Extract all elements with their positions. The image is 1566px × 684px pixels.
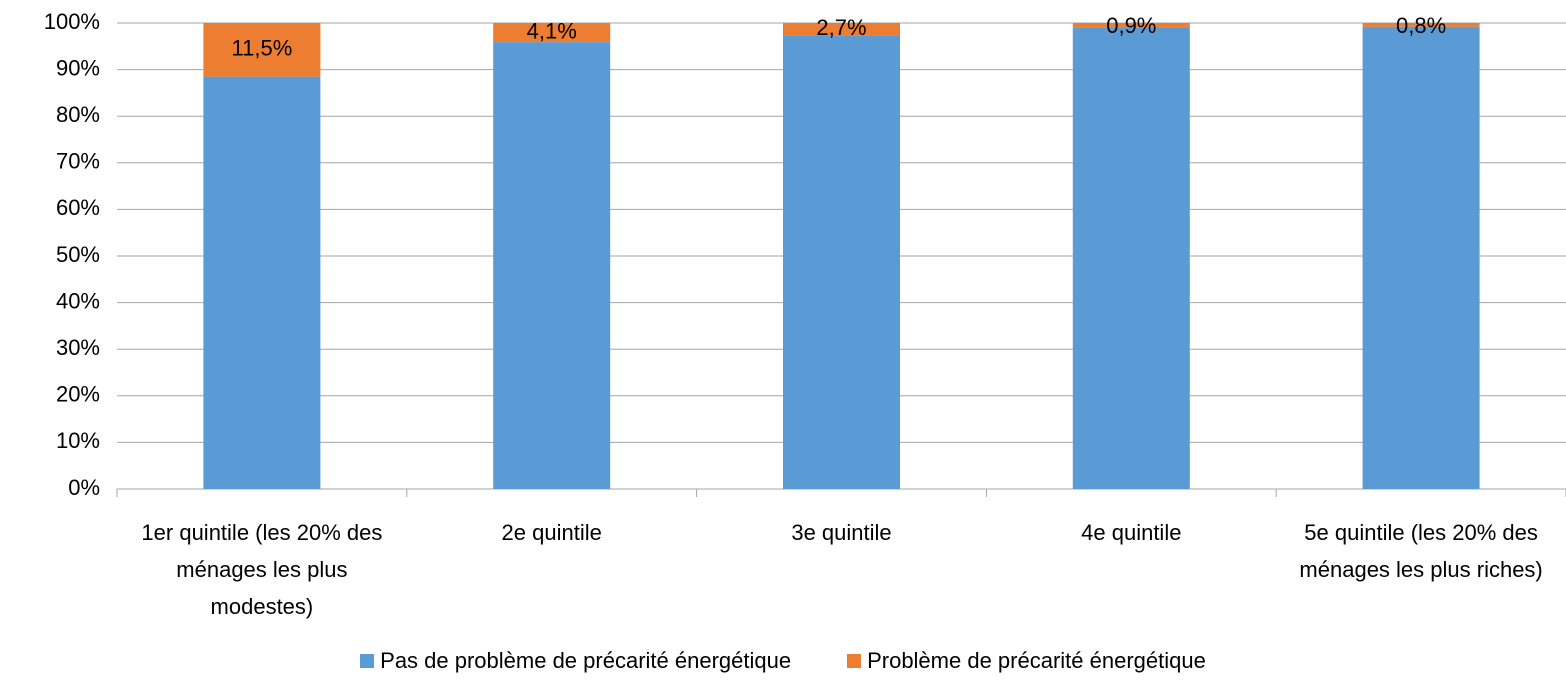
y-tick-label: 90% <box>56 55 100 80</box>
y-tick-label: 100% <box>44 9 100 34</box>
y-tick-label: 40% <box>56 288 100 313</box>
bar-segment <box>1362 23 1480 27</box>
x-tick-label: 2e quintile <box>501 520 602 545</box>
y-tick-label: 0% <box>68 475 100 500</box>
legend-label: Pas de problème de précarité énergétique <box>380 648 792 673</box>
data-label: 11,5% <box>232 36 293 61</box>
y-tick-label: 80% <box>56 102 100 127</box>
y-tick-label: 20% <box>56 382 100 407</box>
x-tick-label: 1er quintile (les 20% des ménages les pl… <box>141 520 383 619</box>
bar-segment <box>783 23 900 36</box>
legend-swatch <box>847 654 862 668</box>
x-tick-label: 4e quintile <box>1081 520 1182 545</box>
bar-segment <box>203 23 321 77</box>
x-tick-label: 5e quintile (les 20% des ménages les plu… <box>1299 520 1543 582</box>
legend-item: Pas de problème de précarité énergétique <box>360 648 791 674</box>
y-tick-label: 70% <box>56 149 100 174</box>
y-tick-label: 60% <box>56 195 100 220</box>
legend-label: Problème de précarité énergétique <box>867 648 1206 673</box>
x-tick-label: 3e quintile <box>791 520 892 545</box>
data-label: 2,7% <box>816 15 866 40</box>
y-tick-label: 50% <box>56 242 100 267</box>
legend: Pas de problème de précarité énergétique… <box>0 648 1566 674</box>
bar-segment <box>1362 26 1480 490</box>
bar-segment <box>1072 23 1190 28</box>
data-label: 0,9% <box>1106 13 1156 38</box>
legend-swatch <box>360 654 375 668</box>
bar-segment <box>493 42 611 490</box>
data-label: 0,8% <box>1396 13 1446 38</box>
bar-segment <box>1072 27 1190 489</box>
bar-segment <box>203 76 321 489</box>
bar-segment <box>493 23 611 43</box>
y-tick-label: 30% <box>56 335 100 360</box>
legend-item: Problème de précarité énergétique <box>847 648 1206 674</box>
bar-segment <box>783 35 900 489</box>
y-tick-label: 10% <box>56 428 100 453</box>
data-label: 4,1% <box>527 18 577 43</box>
